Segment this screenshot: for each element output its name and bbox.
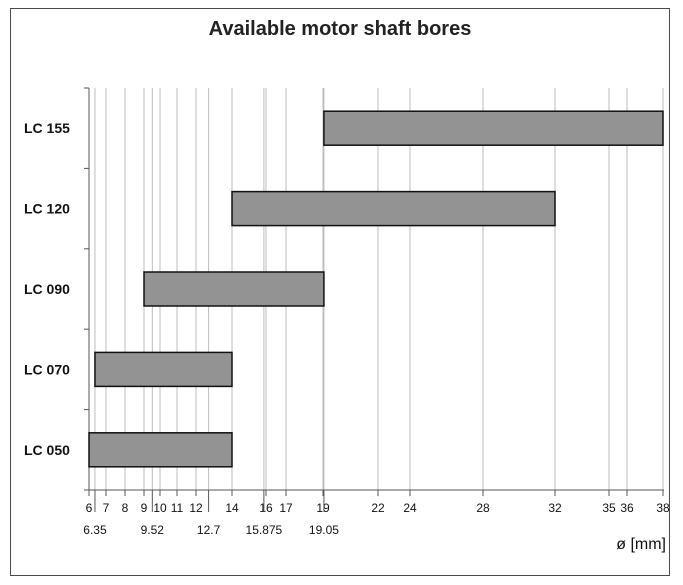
category-label: LC 090: [24, 281, 70, 297]
bar-lc-070: [94, 351, 233, 388]
chart-frame: [10, 8, 670, 576]
x-tick-label: 36: [620, 501, 634, 515]
bar-lc-090: [143, 271, 325, 307]
x-minor-tick-label: 9.52: [141, 523, 165, 537]
x-tick-label: 11: [171, 501, 184, 515]
x-tick-label: 32: [548, 501, 562, 515]
x-minor-tick-label: 6.35: [83, 523, 107, 537]
category-label: LC 050: [24, 442, 70, 458]
x-minor-tick-label: 15.875: [246, 523, 283, 537]
x-tick-label: 14: [225, 501, 239, 515]
category-label: LC 070: [24, 361, 70, 377]
bar-lc-050: [88, 432, 233, 468]
x-minor-tick-label: 19.05: [309, 523, 339, 537]
x-tick-label: 17: [279, 501, 293, 515]
x-axis-label: ø [mm]: [616, 536, 666, 553]
x-tick-label: 7: [103, 501, 110, 515]
x-tick-label: 35: [602, 501, 616, 515]
x-tick-label: 28: [476, 501, 490, 515]
x-tick-label: 38: [656, 501, 670, 515]
chart-title: Available motor shaft bores: [208, 18, 472, 40]
x-tick-label: 19: [316, 501, 330, 515]
x-tick-label: 16: [259, 501, 273, 515]
x-tick-label: 6: [86, 501, 93, 515]
x-tick-label: 9: [141, 501, 148, 515]
x-minor-tick-label: 12.7: [197, 523, 221, 537]
x-tick-label: 22: [371, 501, 385, 515]
x-tick-label: 8: [122, 501, 129, 515]
x-tick-label: 24: [403, 501, 417, 515]
bar-lc-120: [231, 190, 556, 227]
category-label: LC 120: [24, 201, 70, 217]
category-label: LC 155: [24, 120, 70, 136]
x-tick-label: 12: [189, 501, 203, 515]
x-tick-label: 10: [153, 501, 167, 515]
bar-lc-155: [323, 110, 664, 146]
